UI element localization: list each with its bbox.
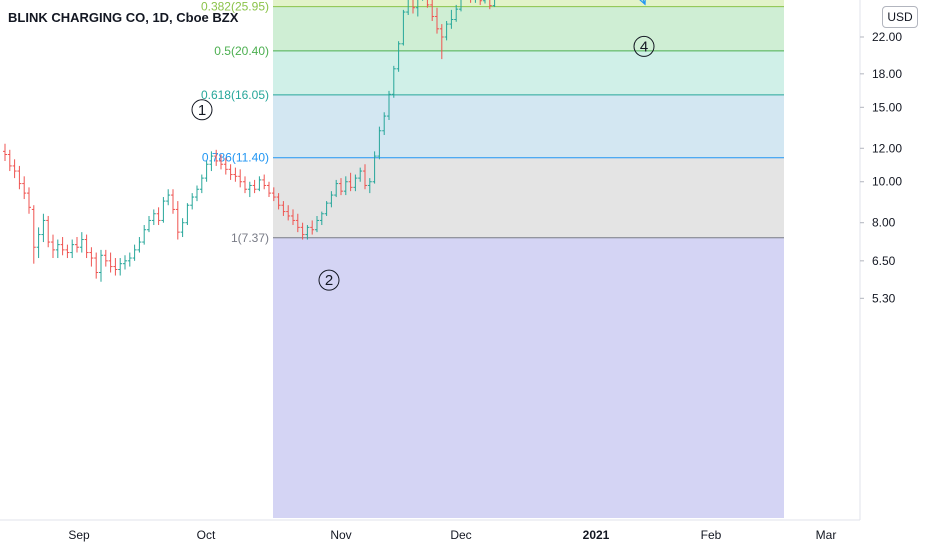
- time-tick-label: Dec: [450, 528, 471, 542]
- fib-label-0.5: 0.5(20.40): [214, 44, 269, 58]
- wave-label-4: 4: [640, 38, 648, 55]
- price-tick-label: 5.30: [872, 291, 896, 305]
- price-tick-label: 6.50: [872, 254, 896, 268]
- candles: [3, 0, 496, 282]
- wave-circle-2: [318, 269, 340, 291]
- price-tick-label: 12.00: [872, 141, 902, 155]
- fib-zone-0.786: [273, 157, 784, 238]
- fib-zone-0.5: [273, 50, 784, 95]
- wave-circle-1: [191, 99, 213, 121]
- fib-zones: [273, 0, 784, 518]
- chart-title: BLINK CHARGING CO, 1D, Cboe BZX: [8, 10, 239, 25]
- price-tick-label: 10.00: [872, 175, 902, 189]
- price-tick-label: 8.00: [872, 216, 896, 230]
- fib-labels: 0(56.48)0.236(34.93)0.382(25.95)0.5(20.4…: [201, 0, 269, 245]
- time-tick-label: Sep: [68, 528, 90, 542]
- price-axis: 70.0055.0035.5028.0022.0018.0015.0012.00…: [860, 30, 902, 305]
- fib-zone-0.236: [273, 0, 784, 7]
- time-tick-label: Feb: [701, 528, 722, 542]
- fib-label-0.786: 0.786(11.40): [202, 151, 269, 165]
- time-tick-label: 2021: [583, 528, 610, 542]
- arrow-head: [639, 0, 646, 6]
- price-tick-label: 15.00: [872, 100, 902, 114]
- time-tick-label: Mar: [816, 528, 837, 542]
- wave-circle-4: [633, 35, 655, 57]
- fib-label-1: 1(7.37): [231, 231, 269, 245]
- wave-labels: 1234: [191, 35, 655, 291]
- fib-zone-0.382: [273, 6, 784, 51]
- wave-label-1: 1: [198, 102, 206, 119]
- fib-label-0.618: 0.618(16.05): [201, 88, 269, 102]
- time-tick-label: Oct: [197, 528, 216, 542]
- projection-arrow: [639, 0, 646, 6]
- time-tick-label: Nov: [330, 528, 351, 542]
- fib-label-0.382: 0.382(25.95): [201, 0, 269, 14]
- fib-zone-1: [273, 237, 784, 518]
- price-tick-label: 22.00: [872, 30, 902, 44]
- currency-badge[interactable]: USD: [882, 6, 918, 28]
- time-axis: Sep Oct Nov Dec 2021 Feb Mar: [0, 519, 860, 542]
- fib-zone-0.618: [273, 94, 784, 158]
- price-tick-label: 18.00: [872, 67, 902, 81]
- fib-lines: [273, 6, 784, 239]
- wave-label-2: 2: [325, 272, 333, 289]
